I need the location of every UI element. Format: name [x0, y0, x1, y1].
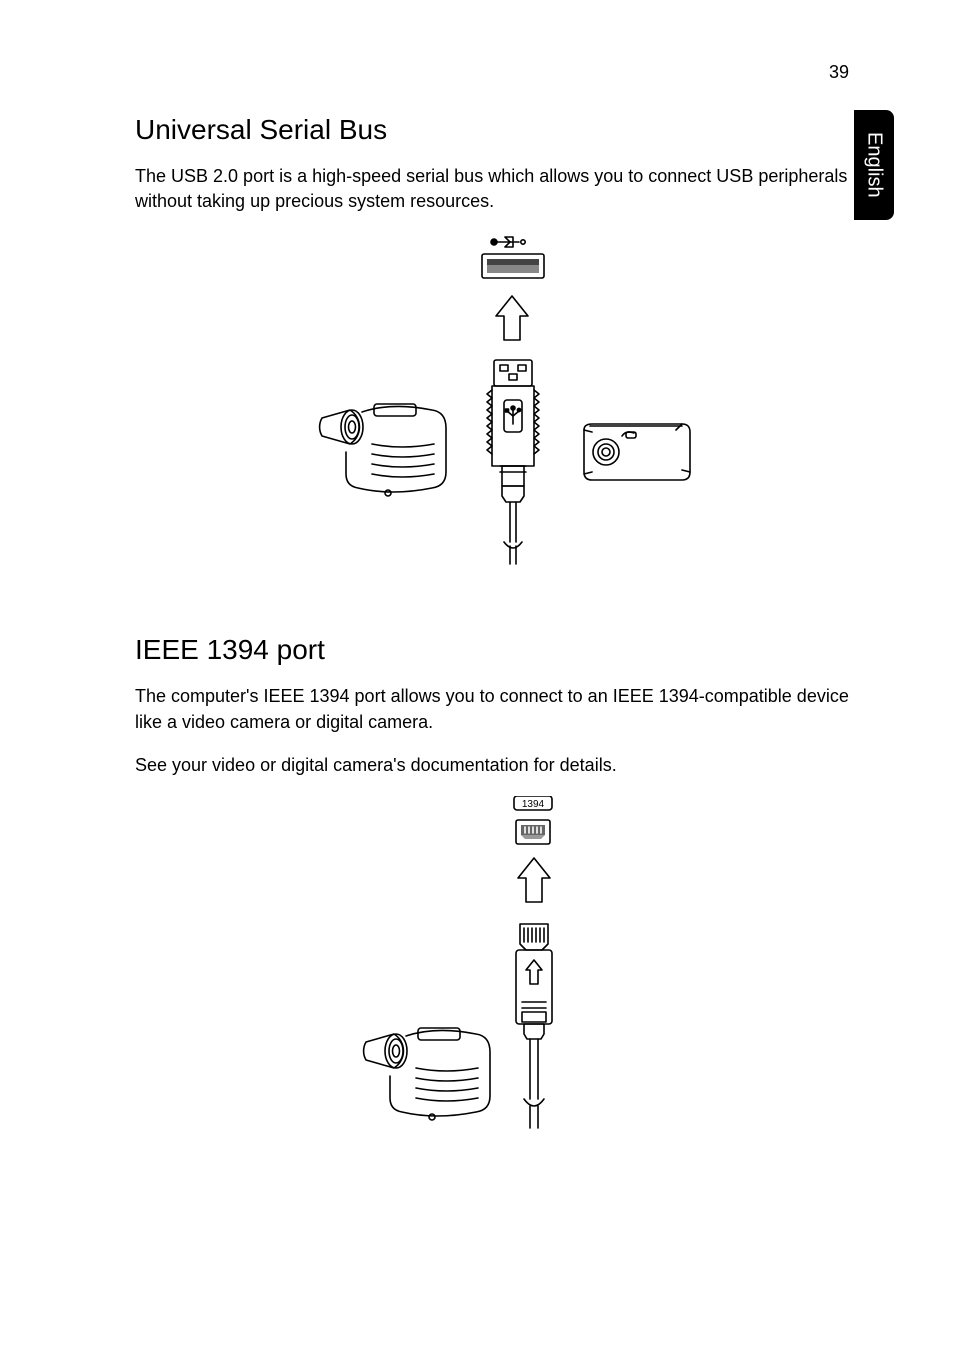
page-number: 39	[829, 62, 849, 83]
usb-plug-icon	[487, 360, 539, 564]
usb-figure	[135, 232, 849, 602]
ieee1394-plug-icon	[516, 924, 552, 1128]
up-arrow-icon	[518, 858, 550, 902]
usb-port-icon	[482, 254, 544, 278]
ieee1394-body-1: The computer's IEEE 1394 port allows you…	[135, 684, 849, 734]
page-content: Universal Serial Bus The USB 2.0 port is…	[135, 114, 849, 1216]
ieee1394-badge-icon: 1394	[514, 796, 552, 810]
ieee1394-badge-text: 1394	[522, 799, 545, 810]
camcorder-icon	[364, 1028, 490, 1120]
camcorder-icon	[320, 404, 446, 496]
usb-body: The USB 2.0 port is a high-speed serial …	[135, 164, 849, 214]
ieee1394-heading: IEEE 1394 port	[135, 634, 849, 666]
ieee1394-diagram-svg: 1394	[342, 796, 642, 1216]
ieee1394-body-2: See your video or digital camera's docum…	[135, 753, 849, 778]
up-arrow-icon	[496, 296, 528, 340]
camera-icon	[584, 424, 690, 480]
ieee1394-figure: 1394	[135, 796, 849, 1216]
language-tab: English	[854, 110, 894, 220]
usb-diagram-svg	[282, 232, 702, 602]
usb-heading: Universal Serial Bus	[135, 114, 849, 146]
usb-symbol-icon	[491, 237, 525, 247]
ieee1394-port-icon	[516, 820, 550, 844]
manual-page: 39 English Universal Serial Bus The USB …	[0, 0, 954, 1369]
